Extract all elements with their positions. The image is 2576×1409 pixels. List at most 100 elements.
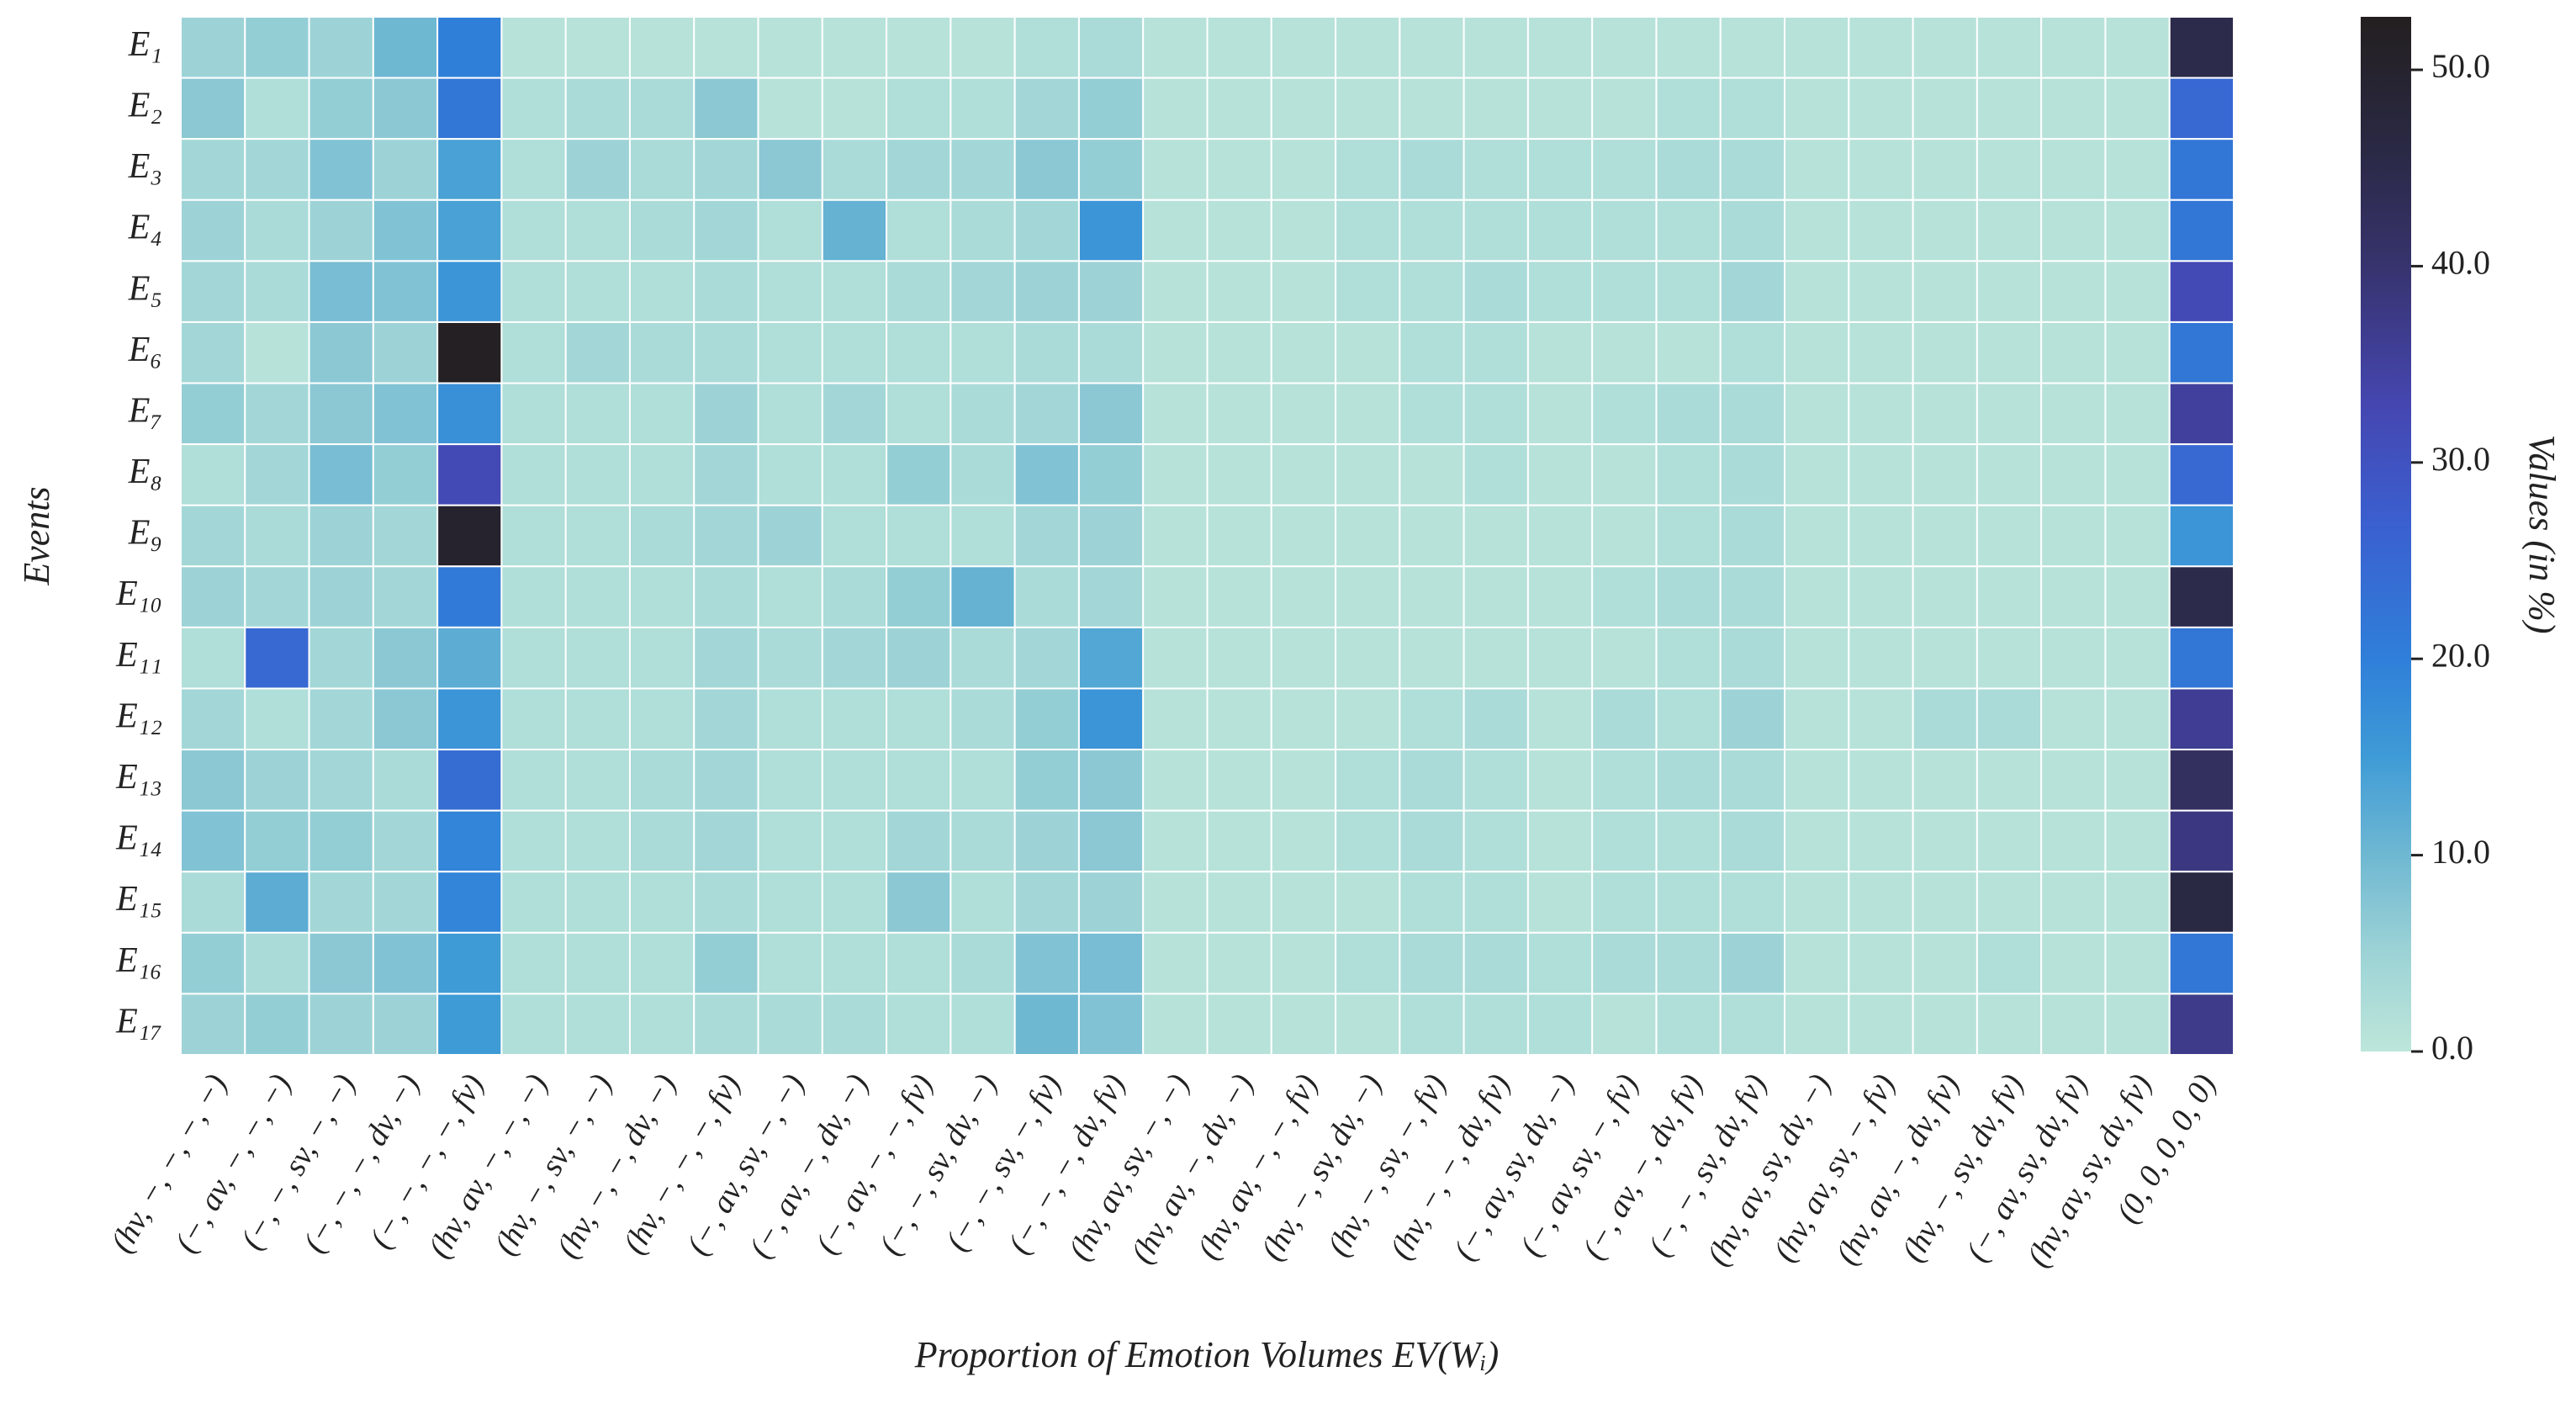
heatmap-cell [244, 77, 310, 140]
heatmap-cell [564, 16, 631, 79]
heatmap-cell [180, 138, 246, 201]
y-tick-label: E₁₇ [115, 1002, 162, 1041]
heatmap-cell [1077, 871, 1145, 934]
heatmap-cell [1270, 993, 1337, 1056]
heatmap-cell [1912, 320, 1978, 384]
heatmap-cell [500, 687, 567, 751]
y-tick-label: E₂ [128, 87, 162, 125]
heatmap-cell [2104, 138, 2171, 201]
heatmap-cell [308, 749, 374, 812]
colorbar-tick-label: 40.0 [2431, 244, 2490, 282]
heatmap-cell [1976, 749, 2043, 812]
heatmap-cell [1976, 16, 2043, 79]
heatmap-cell [244, 138, 310, 201]
heatmap-cell [1526, 77, 1594, 140]
heatmap-cell [949, 626, 1016, 690]
heatmap-cell [436, 565, 503, 628]
heatmap-cell [1335, 931, 1401, 995]
heatmap-cell [436, 320, 503, 384]
heatmap-cell [308, 443, 374, 506]
colorbar-tick-label: 50.0 [2431, 47, 2490, 85]
heatmap-cell [628, 931, 696, 995]
heatmap-cell [1463, 504, 1529, 568]
heatmap-cell [500, 931, 567, 995]
heatmap-cell [1976, 320, 2043, 384]
heatmap-cell [1399, 260, 1465, 323]
heatmap-cell [1142, 443, 1209, 506]
heatmap-cell [1142, 16, 1209, 79]
heatmap-cell [2168, 138, 2235, 201]
heatmap-cell [693, 687, 759, 751]
y-tick-label: E₇ [128, 391, 162, 430]
heatmap-cell [436, 77, 503, 140]
heatmap-cell [1206, 382, 1272, 446]
heatmap-cell [2040, 809, 2107, 873]
y-tick-label: E₈ [128, 453, 162, 491]
heatmap-cell [1976, 809, 2043, 873]
heatmap-cell [2104, 565, 2171, 628]
heatmap-cell [1526, 626, 1594, 690]
heatmap-cell [821, 809, 888, 873]
heatmap-cell [1976, 504, 2043, 568]
heatmap-cell [244, 504, 310, 568]
heatmap-cell [500, 320, 567, 384]
heatmap-cell [1399, 77, 1465, 140]
heatmap-cell [1463, 382, 1529, 446]
heatmap-cell [1077, 687, 1145, 751]
heatmap-cell [564, 993, 631, 1056]
heatmap-cell [1655, 626, 1722, 690]
heatmap-cell [1335, 871, 1401, 934]
heatmap-cell [500, 504, 567, 568]
heatmap-cell [244, 320, 310, 384]
heatmap-cell [2168, 749, 2235, 812]
heatmap-cell [500, 626, 567, 690]
heatmap-cell [372, 16, 439, 79]
heatmap-cell [1206, 199, 1272, 262]
heatmap-cell [372, 260, 439, 323]
heatmap-cell [1399, 565, 1465, 628]
heatmap-cell [1912, 260, 1978, 323]
heatmap-cell [1655, 16, 1722, 79]
heatmap-cell [821, 320, 888, 384]
heatmap-cell [2104, 260, 2171, 323]
heatmap-cell [1463, 749, 1529, 812]
heatmap-cell [949, 809, 1016, 873]
y-tick-label: E₁ [128, 25, 162, 64]
heatmap-cell [693, 993, 759, 1056]
heatmap-cell [1335, 199, 1401, 262]
heatmap-cell [1784, 565, 1850, 628]
heatmap-cell [372, 993, 439, 1056]
heatmap-cell [949, 749, 1016, 812]
heatmap-cell [2040, 993, 2107, 1056]
heatmap-cell [1463, 260, 1529, 323]
heatmap-cell [1142, 626, 1209, 690]
heatmap-cell [308, 931, 374, 995]
heatmap-cell [949, 443, 1016, 506]
heatmap-cell [1848, 382, 1914, 446]
heatmap-cell [244, 260, 310, 323]
heatmap-cell [693, 504, 759, 568]
heatmap-cell [1848, 809, 1914, 873]
heatmap-cell [1142, 931, 1209, 995]
heatmap-cell [1912, 443, 1978, 506]
heatmap-cell [1655, 687, 1722, 751]
heatmap-cell [1719, 16, 1786, 79]
heatmap-cell [2104, 809, 2171, 873]
y-tick-label: E₁₁ [115, 636, 162, 675]
heatmap-cell [1912, 993, 1978, 1056]
heatmap-cell [2040, 320, 2107, 384]
heatmap-cell [1206, 931, 1272, 995]
heatmap-cell [1142, 871, 1209, 934]
heatmap-cell [1335, 993, 1401, 1056]
heatmap-cell [1784, 382, 1850, 446]
heatmap-cell [821, 77, 888, 140]
heatmap-cell [2168, 77, 2235, 140]
heatmap-cell [1270, 687, 1337, 751]
heatmap-cell [1848, 687, 1914, 751]
heatmap-cell [1848, 138, 1914, 201]
heatmap-cell [1719, 504, 1786, 568]
heatmap-cell [2104, 871, 2171, 934]
heatmap-cell [1526, 16, 1594, 79]
heatmap-cell [244, 443, 310, 506]
heatmap-cell [1077, 16, 1145, 79]
